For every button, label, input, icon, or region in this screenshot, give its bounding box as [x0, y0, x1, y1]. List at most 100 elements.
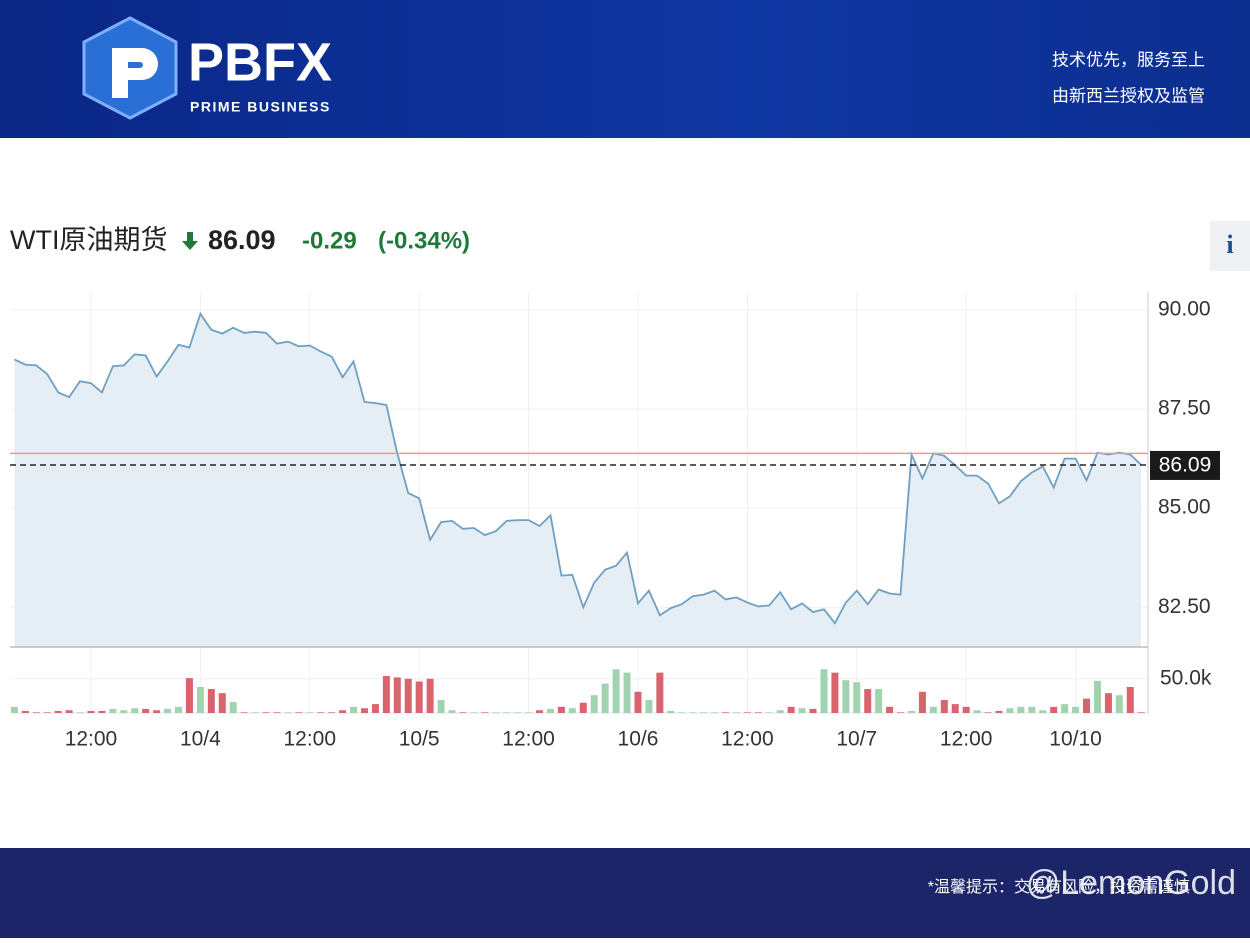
- volume-bar: [218, 693, 226, 713]
- volume-bar: [1115, 695, 1123, 713]
- volume-bar: [1006, 708, 1014, 713]
- volume-bar: [612, 669, 620, 713]
- volume-bar: [798, 708, 806, 713]
- chart-title: WTI原油期货: [10, 225, 167, 255]
- last-price-label: 86.09: [1159, 453, 1212, 476]
- price-area: [14, 313, 1142, 647]
- volume-bar: [54, 710, 62, 713]
- logo-p: [112, 48, 158, 98]
- volume-bar: [886, 706, 894, 713]
- volume-bar: [557, 706, 565, 713]
- y-tick-label: 90.00: [1158, 297, 1211, 320]
- volume-bar: [907, 710, 915, 713]
- volume-bar: [120, 710, 128, 713]
- volume-bar: [295, 712, 303, 713]
- volume-bar: [317, 712, 325, 713]
- volume-bar: [175, 706, 182, 713]
- volume-bar: [689, 712, 697, 713]
- volume-bar: [1028, 706, 1036, 713]
- info-button[interactable]: [1210, 221, 1250, 271]
- volume-bar: [951, 704, 959, 713]
- volume-bar: [918, 691, 926, 713]
- volume-bar: [514, 712, 522, 713]
- volume-bar: [623, 672, 631, 713]
- tagline: 由新西兰授权及监管: [1052, 86, 1205, 105]
- volume-bar: [284, 712, 292, 713]
- volume-bar: [667, 710, 675, 713]
- volume-bar: [853, 682, 861, 713]
- volume-bar: [546, 708, 554, 713]
- x-tick-label: 12:00: [721, 728, 774, 751]
- volume-bar: [76, 712, 84, 713]
- volume-bar: [634, 691, 642, 713]
- volume-bar: [153, 710, 161, 713]
- volume-bar: [164, 708, 172, 713]
- volume-bar: [984, 712, 992, 713]
- x-tick-label: 12:00: [283, 728, 336, 751]
- footer-notice: *温馨提示：交易有风险，投资需谨慎: [928, 878, 1190, 896]
- volume-bar: [875, 689, 883, 713]
- volume-bar: [196, 687, 204, 713]
- price-change-pct: (-0.34%): [378, 227, 470, 254]
- volume-bar: [1104, 693, 1112, 713]
- volume-bar: [360, 708, 368, 713]
- volume-bar: [437, 700, 445, 713]
- volume-bar: [1072, 706, 1080, 713]
- y-tick-label: 85.00: [1158, 496, 1211, 519]
- volume-bar: [32, 712, 40, 713]
- volume-bar: [404, 678, 412, 713]
- last-price-tag: [1150, 450, 1220, 480]
- volume-bar: [21, 710, 29, 713]
- volume-bar: [87, 710, 95, 713]
- volume-bar: [306, 712, 314, 713]
- volume-bar: [1017, 706, 1025, 713]
- volume-bar: [503, 712, 511, 713]
- x-tick-label: 10/10: [1049, 728, 1102, 751]
- volume-bar: [601, 683, 609, 713]
- volume-bar: [109, 708, 117, 713]
- volume-bar: [426, 678, 434, 713]
- x-tick-label: 10/5: [399, 728, 440, 751]
- volume-bar: [765, 712, 773, 713]
- volume-bar: [579, 702, 587, 713]
- x-tick-label: 12:00: [940, 728, 993, 751]
- x-tick-label: 10/4: [180, 728, 221, 751]
- volume-bar: [65, 710, 73, 713]
- volume-bar: [929, 706, 937, 713]
- volume-bar: [962, 706, 970, 713]
- volume-bar: [10, 706, 18, 713]
- volume-bar: [131, 708, 139, 713]
- volume-bar: [940, 700, 948, 713]
- down-arrow: [182, 232, 198, 250]
- volume-bar: [722, 712, 729, 713]
- volume-bar: [262, 712, 270, 713]
- volume-bar: [1137, 712, 1145, 713]
- volume-bar: [820, 669, 828, 713]
- volume-bar: [831, 672, 839, 713]
- x-tick-label: 10/7: [836, 728, 877, 751]
- price: 86.09: [208, 225, 276, 255]
- volume-bar: [842, 680, 850, 713]
- volume-bar: [568, 708, 576, 713]
- info-icon[interactable]: i: [1226, 230, 1233, 259]
- volume-bar: [251, 712, 259, 713]
- volume-bar: [656, 672, 664, 713]
- volume-bar: [207, 689, 215, 713]
- banner: [0, 0, 1250, 138]
- volume-bar: [787, 706, 795, 713]
- volume-bar: [1083, 698, 1091, 713]
- volume-bar: [229, 702, 237, 713]
- volume-bar: [98, 710, 106, 713]
- volume-bar: [1126, 687, 1134, 713]
- price-change: -0.29: [302, 227, 357, 254]
- volume-bar: [339, 710, 347, 713]
- y-tick-label: 82.50: [1158, 595, 1211, 618]
- footer: [0, 848, 1250, 938]
- tagline: 技术优先，服务至上: [1052, 50, 1205, 69]
- y2-tick-label: 50.0k: [1160, 666, 1212, 689]
- volume-bar: [481, 712, 489, 713]
- volume-bar: [995, 710, 1003, 713]
- watermark: @LemonGold: [1026, 864, 1236, 902]
